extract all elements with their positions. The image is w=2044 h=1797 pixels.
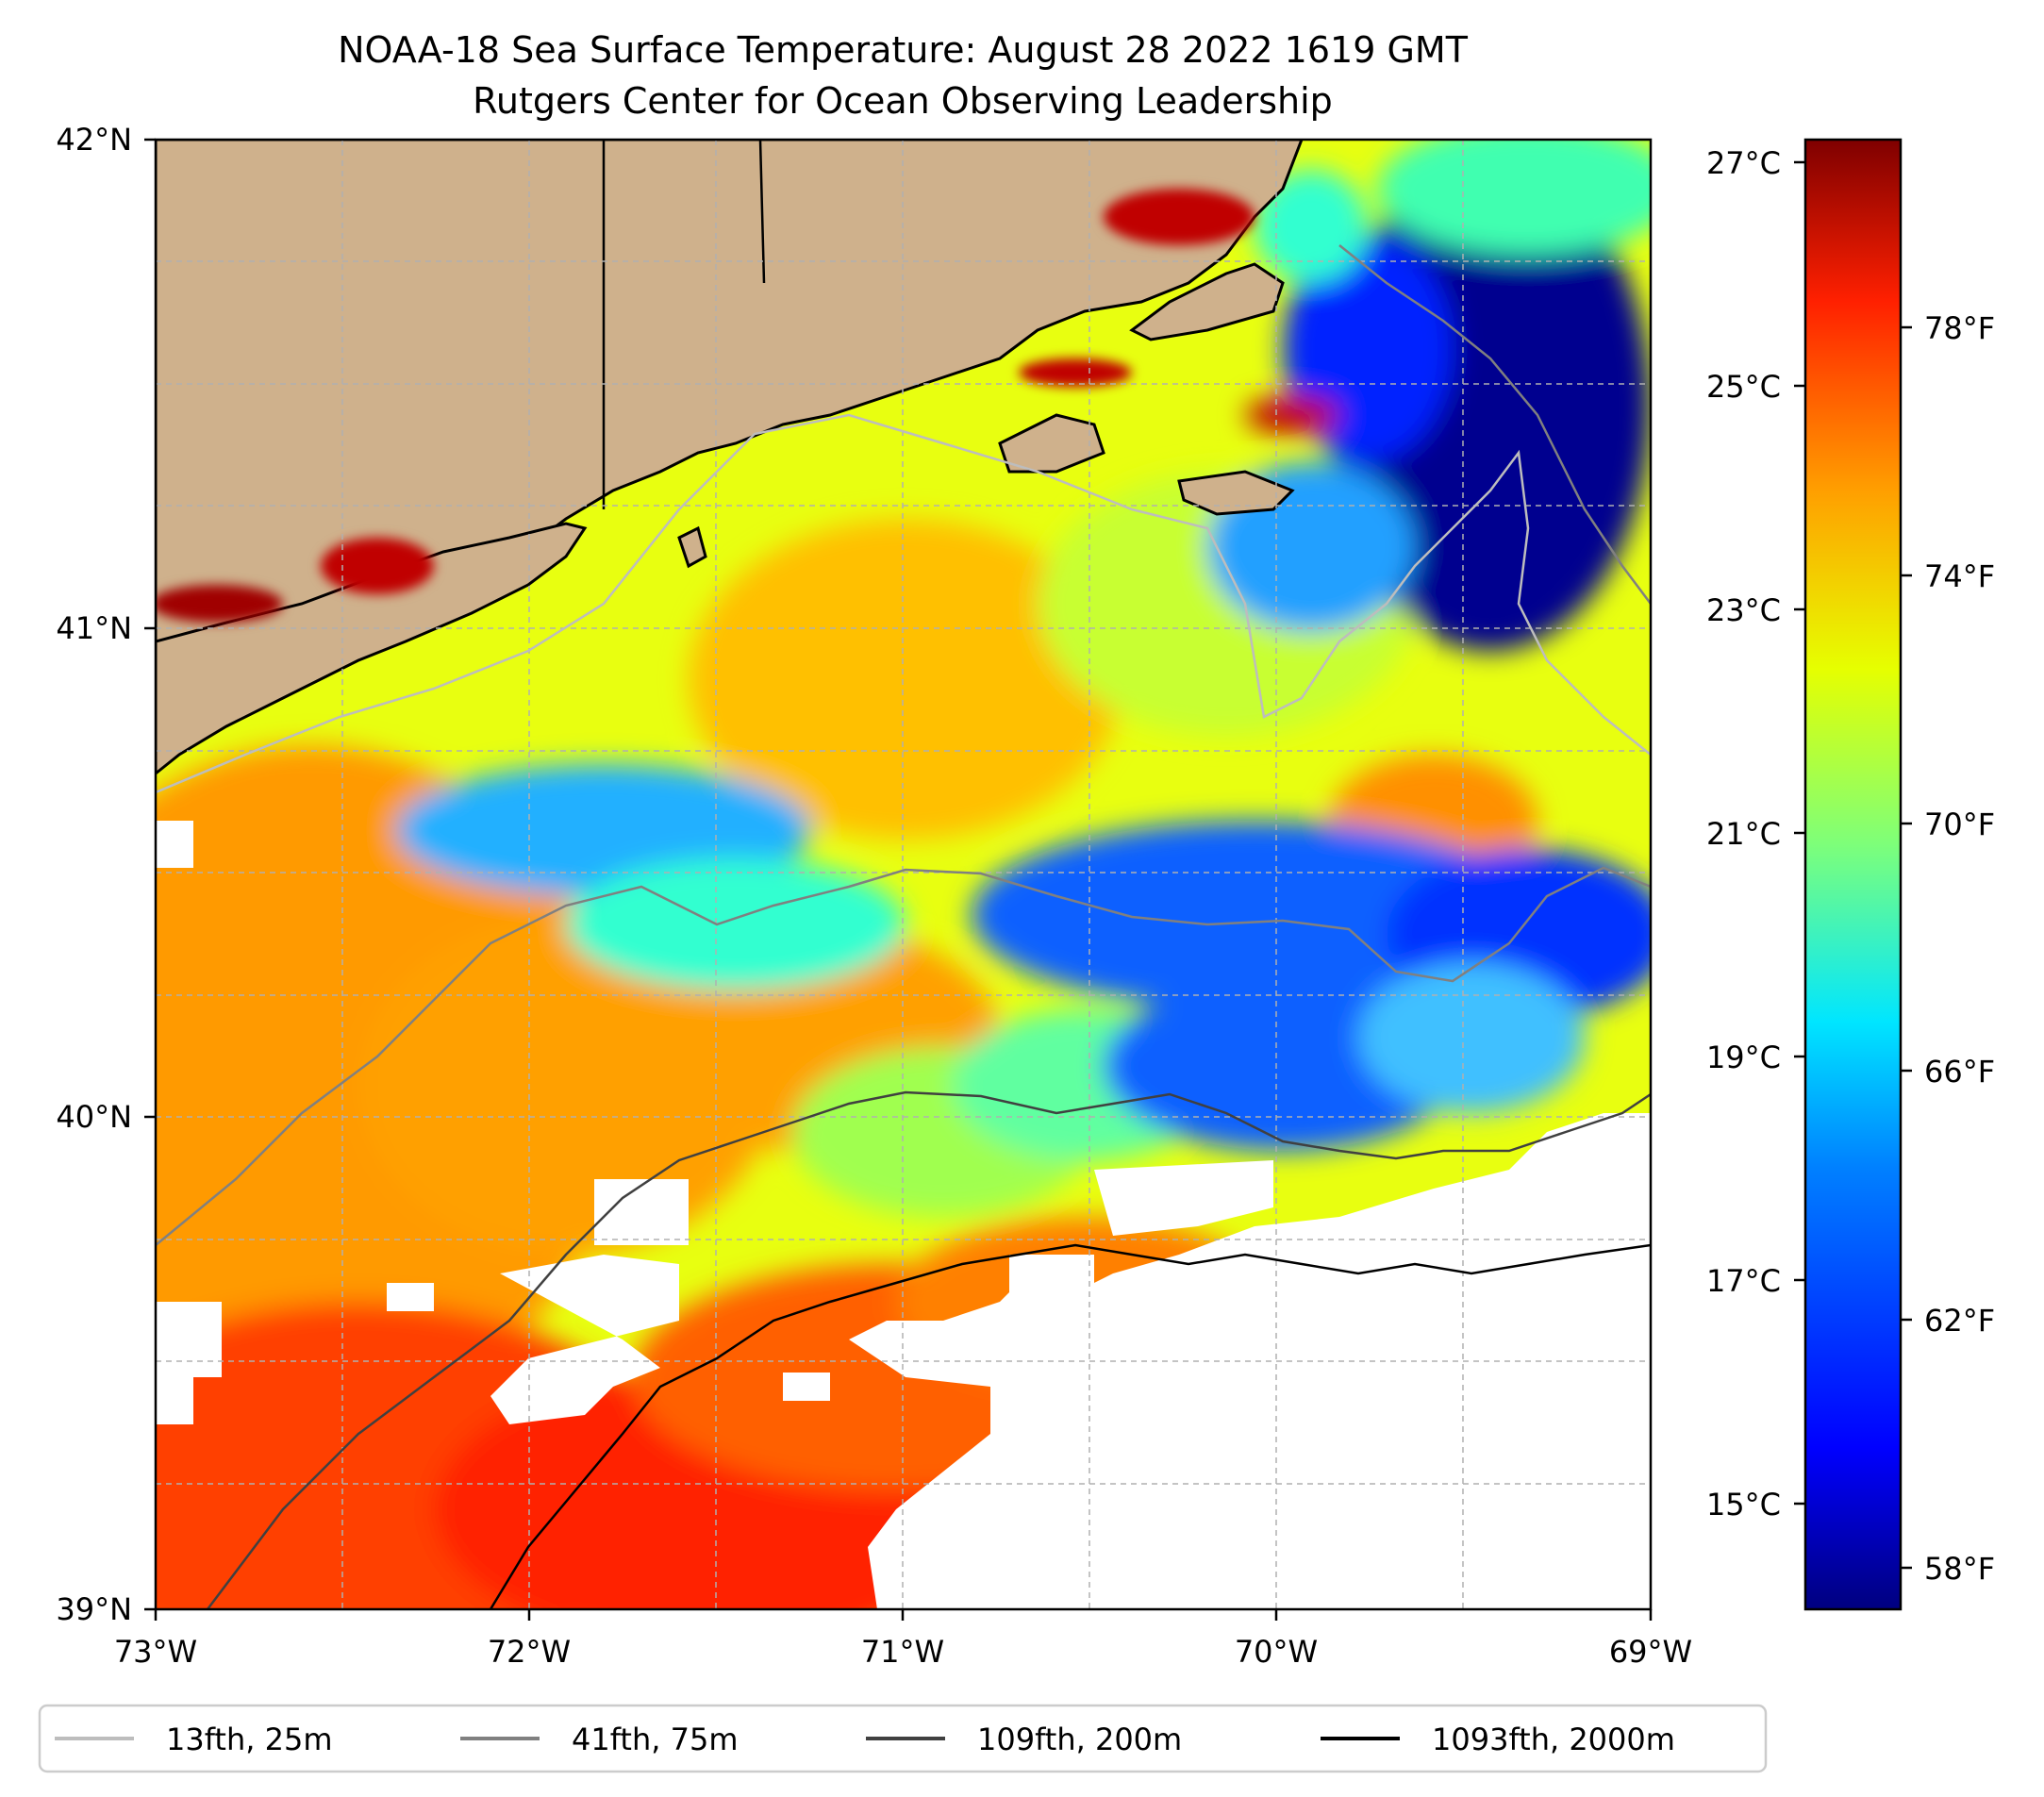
- colorbar-c-15: 15°C: [1706, 1487, 1781, 1522]
- gridlines: [156, 140, 1651, 1609]
- colorbar-f-74: 74°F: [1924, 558, 1995, 594]
- lon-label-69w: 69°W: [1609, 1634, 1692, 1670]
- colorbar-c-23: 23°C: [1706, 592, 1781, 628]
- legend-label-75m: 41fth, 75m: [572, 1722, 738, 1757]
- land: [156, 140, 1304, 775]
- longitude-labels: 73°W 72°W 71°W 70°W 69°W: [114, 1634, 1692, 1670]
- lon-label-71w: 71°W: [861, 1634, 944, 1670]
- marthas-vineyard: [998, 413, 1105, 474]
- legend-label-2000m: 1093fth, 2000m: [1432, 1722, 1675, 1757]
- state-border-ri-ma: [758, 140, 766, 284]
- axis-ticks: [144, 138, 1653, 1621]
- no-data-south-5: [1009, 1255, 1094, 1311]
- colorbar-c-17: 17°C: [1706, 1263, 1781, 1299]
- legend-label-200m: 109fth, 200m: [977, 1722, 1182, 1757]
- colorbar-f-62: 62°F: [1924, 1303, 1995, 1339]
- coastal-warm-areas: [156, 189, 1255, 623]
- legend: 13fth, 25m 41fth, 75m 109fth, 200m 1093f…: [38, 1704, 1768, 1773]
- contour-2000m: [489, 1243, 1651, 1609]
- colorbar-c-25: 25°C: [1706, 369, 1781, 405]
- colorbar-f-70: 70°F: [1924, 807, 1995, 842]
- no-data-west-1: [156, 821, 193, 868]
- map-title-line2: Rutgers Center for Ocean Observing Leade…: [473, 80, 1333, 122]
- legend-label-25m: 13fth, 25m: [166, 1722, 332, 1757]
- lon-label-72w: 72°W: [488, 1634, 571, 1670]
- contour-75m: [156, 244, 1651, 1246]
- colorbar-f-58: 58°F: [1924, 1551, 1995, 1587]
- no-data-west-4: [387, 1283, 434, 1311]
- contour-200m: [207, 1090, 1651, 1609]
- lat-label-42n: 42°N: [56, 122, 132, 158]
- colorbar-gradient: [1803, 138, 1903, 1611]
- block-island: [677, 525, 707, 569]
- lon-label-70w: 70°W: [1235, 1634, 1318, 1670]
- colorbar-c-21: 21°C: [1706, 816, 1781, 852]
- latitude-labels: 42°N 41°N 40°N 39°N: [56, 122, 132, 1627]
- nantucket: [1177, 470, 1295, 516]
- no-data-south-4: [783, 1373, 830, 1401]
- bathymetry-contours: [156, 244, 1651, 1609]
- map-title-line1: NOAA-18 Sea Surface Temperature: August …: [338, 29, 1469, 71]
- lat-label-41n: 41°N: [56, 610, 132, 646]
- no-data-west-2: [156, 1302, 222, 1377]
- contour-25m: [156, 413, 1651, 794]
- colorbar-c-19: 19°C: [1706, 1040, 1781, 1075]
- colorbar-c-27: 27°C: [1706, 145, 1781, 181]
- colorbar-f-78: 78°F: [1924, 310, 1995, 346]
- lat-label-40n: 40°N: [56, 1099, 132, 1135]
- lon-label-73w: 73°W: [114, 1634, 197, 1670]
- no-data-south-2: [490, 1255, 679, 1424]
- cape-cod: [1129, 262, 1285, 341]
- colorbar: 27°C 25°C 23°C 21°C 19°C 17°C 15°C 78°F …: [1706, 138, 1995, 1611]
- sst-map: [156, 140, 1651, 1609]
- lat-label-39n: 39°N: [56, 1591, 132, 1627]
- colorbar-f-66: 66°F: [1924, 1054, 1995, 1090]
- no-data-south-1: [1094, 1160, 1273, 1236]
- no-data-west-3: [156, 1377, 193, 1424]
